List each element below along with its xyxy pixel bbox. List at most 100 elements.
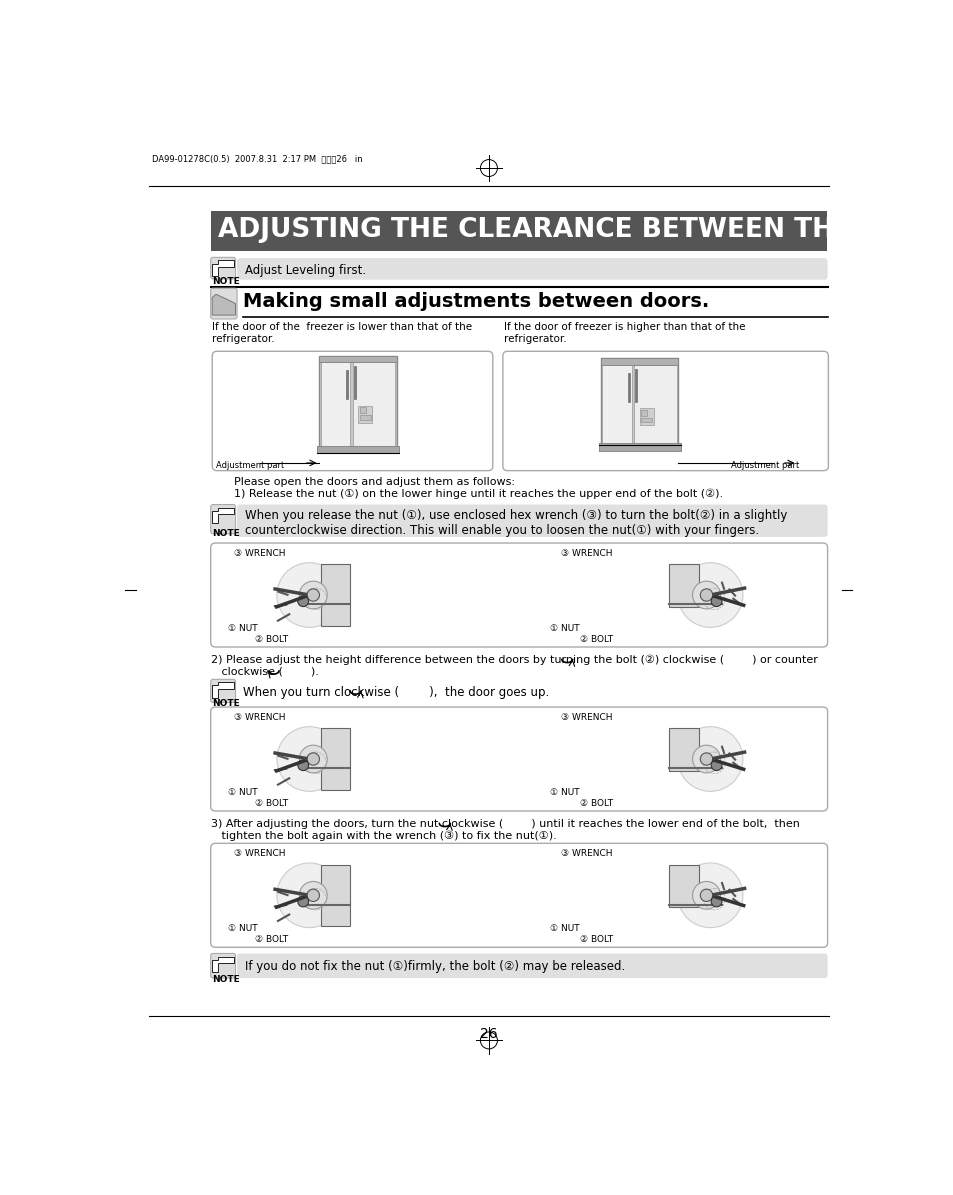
Bar xyxy=(320,360,350,448)
Text: ① NUT: ① NUT xyxy=(228,788,257,797)
Bar xyxy=(353,360,395,448)
FancyBboxPatch shape xyxy=(211,844,827,948)
Circle shape xyxy=(299,581,327,609)
Text: ① NUT: ① NUT xyxy=(550,924,579,933)
FancyBboxPatch shape xyxy=(502,351,827,471)
Bar xyxy=(321,728,350,790)
Text: ② BOLT: ② BOLT xyxy=(579,934,613,944)
Text: If you do not fix the nut (①)firmly, the bolt (②) may be released.: If you do not fix the nut (①)firmly, the… xyxy=(245,961,624,974)
Circle shape xyxy=(307,889,319,901)
Polygon shape xyxy=(212,682,233,698)
FancyBboxPatch shape xyxy=(211,288,236,319)
Text: ③ WRENCH: ③ WRENCH xyxy=(560,713,612,722)
FancyBboxPatch shape xyxy=(211,504,235,534)
Circle shape xyxy=(297,760,309,771)
Bar xyxy=(669,728,698,771)
Circle shape xyxy=(700,889,712,901)
Polygon shape xyxy=(212,508,233,523)
Bar xyxy=(359,415,370,419)
Bar xyxy=(600,358,678,449)
Text: ① NUT: ① NUT xyxy=(228,624,257,633)
Text: Adjustment part: Adjustment part xyxy=(216,460,284,470)
Bar xyxy=(321,864,350,926)
Text: ② BOLT: ② BOLT xyxy=(254,635,288,644)
Circle shape xyxy=(276,563,341,627)
Circle shape xyxy=(276,727,341,791)
Bar xyxy=(669,564,698,607)
FancyBboxPatch shape xyxy=(211,707,827,811)
Text: ② BOLT: ② BOLT xyxy=(579,635,613,644)
Bar xyxy=(640,410,647,416)
Circle shape xyxy=(299,746,327,773)
FancyBboxPatch shape xyxy=(212,351,493,471)
Circle shape xyxy=(710,760,721,771)
Text: 3) After adjusting the doors, turn the nut clockwise (        ) until it reaches: 3) After adjusting the doors, turn the n… xyxy=(211,819,799,828)
Circle shape xyxy=(678,727,742,791)
FancyBboxPatch shape xyxy=(211,257,235,278)
Text: ③ WRENCH: ③ WRENCH xyxy=(233,713,285,722)
Bar xyxy=(211,212,826,251)
Circle shape xyxy=(692,882,720,909)
Text: tighten the bolt again with the wrench (③) to fix the nut(①).: tighten the bolt again with the wrench (… xyxy=(211,831,556,840)
Bar xyxy=(357,406,372,423)
Polygon shape xyxy=(212,294,235,315)
Circle shape xyxy=(299,882,327,909)
Circle shape xyxy=(678,563,742,627)
Bar xyxy=(359,407,366,413)
Circle shape xyxy=(692,581,720,609)
Text: ① NUT: ① NUT xyxy=(550,624,579,633)
Bar xyxy=(640,418,651,422)
Circle shape xyxy=(307,753,319,765)
Text: ③ WRENCH: ③ WRENCH xyxy=(233,850,285,858)
Text: When you release the nut (①), use enclosed hex wrench (③) to turn the bolt(②) in: When you release the nut (①), use enclos… xyxy=(245,509,786,537)
Text: ② BOLT: ② BOLT xyxy=(254,798,288,808)
Text: ① NUT: ① NUT xyxy=(550,788,579,797)
FancyBboxPatch shape xyxy=(236,258,827,280)
Text: 1) Release the nut (①) on the lower hinge until it reaches the upper end of the : 1) Release the nut (①) on the lower hing… xyxy=(233,489,722,500)
Circle shape xyxy=(678,863,742,927)
Text: 26: 26 xyxy=(479,1028,497,1041)
Polygon shape xyxy=(212,956,233,972)
Text: ③ WRENCH: ③ WRENCH xyxy=(560,850,612,858)
Text: 2) Please adjust the height difference between the doors by turning the bolt (②): 2) Please adjust the height difference b… xyxy=(211,655,817,666)
Text: Adjustment part: Adjustment part xyxy=(731,460,799,470)
Circle shape xyxy=(700,589,712,601)
Bar xyxy=(639,409,653,425)
Bar xyxy=(634,362,676,446)
FancyBboxPatch shape xyxy=(211,543,827,646)
Text: ① NUT: ① NUT xyxy=(228,924,257,933)
Circle shape xyxy=(710,596,721,607)
Text: ② BOLT: ② BOLT xyxy=(254,934,288,944)
Text: DA99-01278C(0.5)  2007.8.31  2:17 PM  페이지26   in: DA99-01278C(0.5) 2007.8.31 2:17 PM 페이지26… xyxy=(152,154,362,164)
Bar xyxy=(598,443,679,451)
Text: If the door of the  freezer is lower than that of the
refrigerator.: If the door of the freezer is lower than… xyxy=(212,321,472,344)
Text: ③ WRENCH: ③ WRENCH xyxy=(233,550,285,558)
Text: clockwise (        ).: clockwise ( ). xyxy=(211,667,318,676)
Polygon shape xyxy=(212,261,233,276)
FancyBboxPatch shape xyxy=(211,954,235,978)
Bar xyxy=(319,356,396,452)
Circle shape xyxy=(276,863,341,927)
FancyBboxPatch shape xyxy=(236,954,827,978)
Text: If the door of freezer is higher than that of the
refrigerator.: If the door of freezer is higher than th… xyxy=(504,321,745,344)
Text: NOTE: NOTE xyxy=(212,699,240,709)
Text: ADJUSTING THE CLEARANCE BETWEEN THE DOORS: ADJUSTING THE CLEARANCE BETWEEN THE DOOR… xyxy=(218,216,953,243)
Bar xyxy=(316,446,398,453)
Circle shape xyxy=(710,896,721,907)
Text: Making small adjustments between doors.: Making small adjustments between doors. xyxy=(243,292,709,311)
Text: Adjust Leveling first.: Adjust Leveling first. xyxy=(245,264,366,277)
Bar xyxy=(669,864,698,907)
Bar xyxy=(601,362,631,446)
Text: ③ WRENCH: ③ WRENCH xyxy=(560,550,612,558)
Bar xyxy=(600,358,678,364)
FancyBboxPatch shape xyxy=(236,504,827,537)
Text: Please open the doors and adjust them as follows:: Please open the doors and adjust them as… xyxy=(233,477,515,486)
Text: NOTE: NOTE xyxy=(212,277,240,287)
Text: ② BOLT: ② BOLT xyxy=(579,798,613,808)
Text: NOTE: NOTE xyxy=(212,529,240,538)
Circle shape xyxy=(692,746,720,773)
Bar xyxy=(321,564,350,626)
Text: When you turn clockwise (        ),  the door goes up.: When you turn clockwise ( ), the door go… xyxy=(243,686,549,699)
Text: NOTE: NOTE xyxy=(212,975,240,983)
Circle shape xyxy=(700,753,712,765)
